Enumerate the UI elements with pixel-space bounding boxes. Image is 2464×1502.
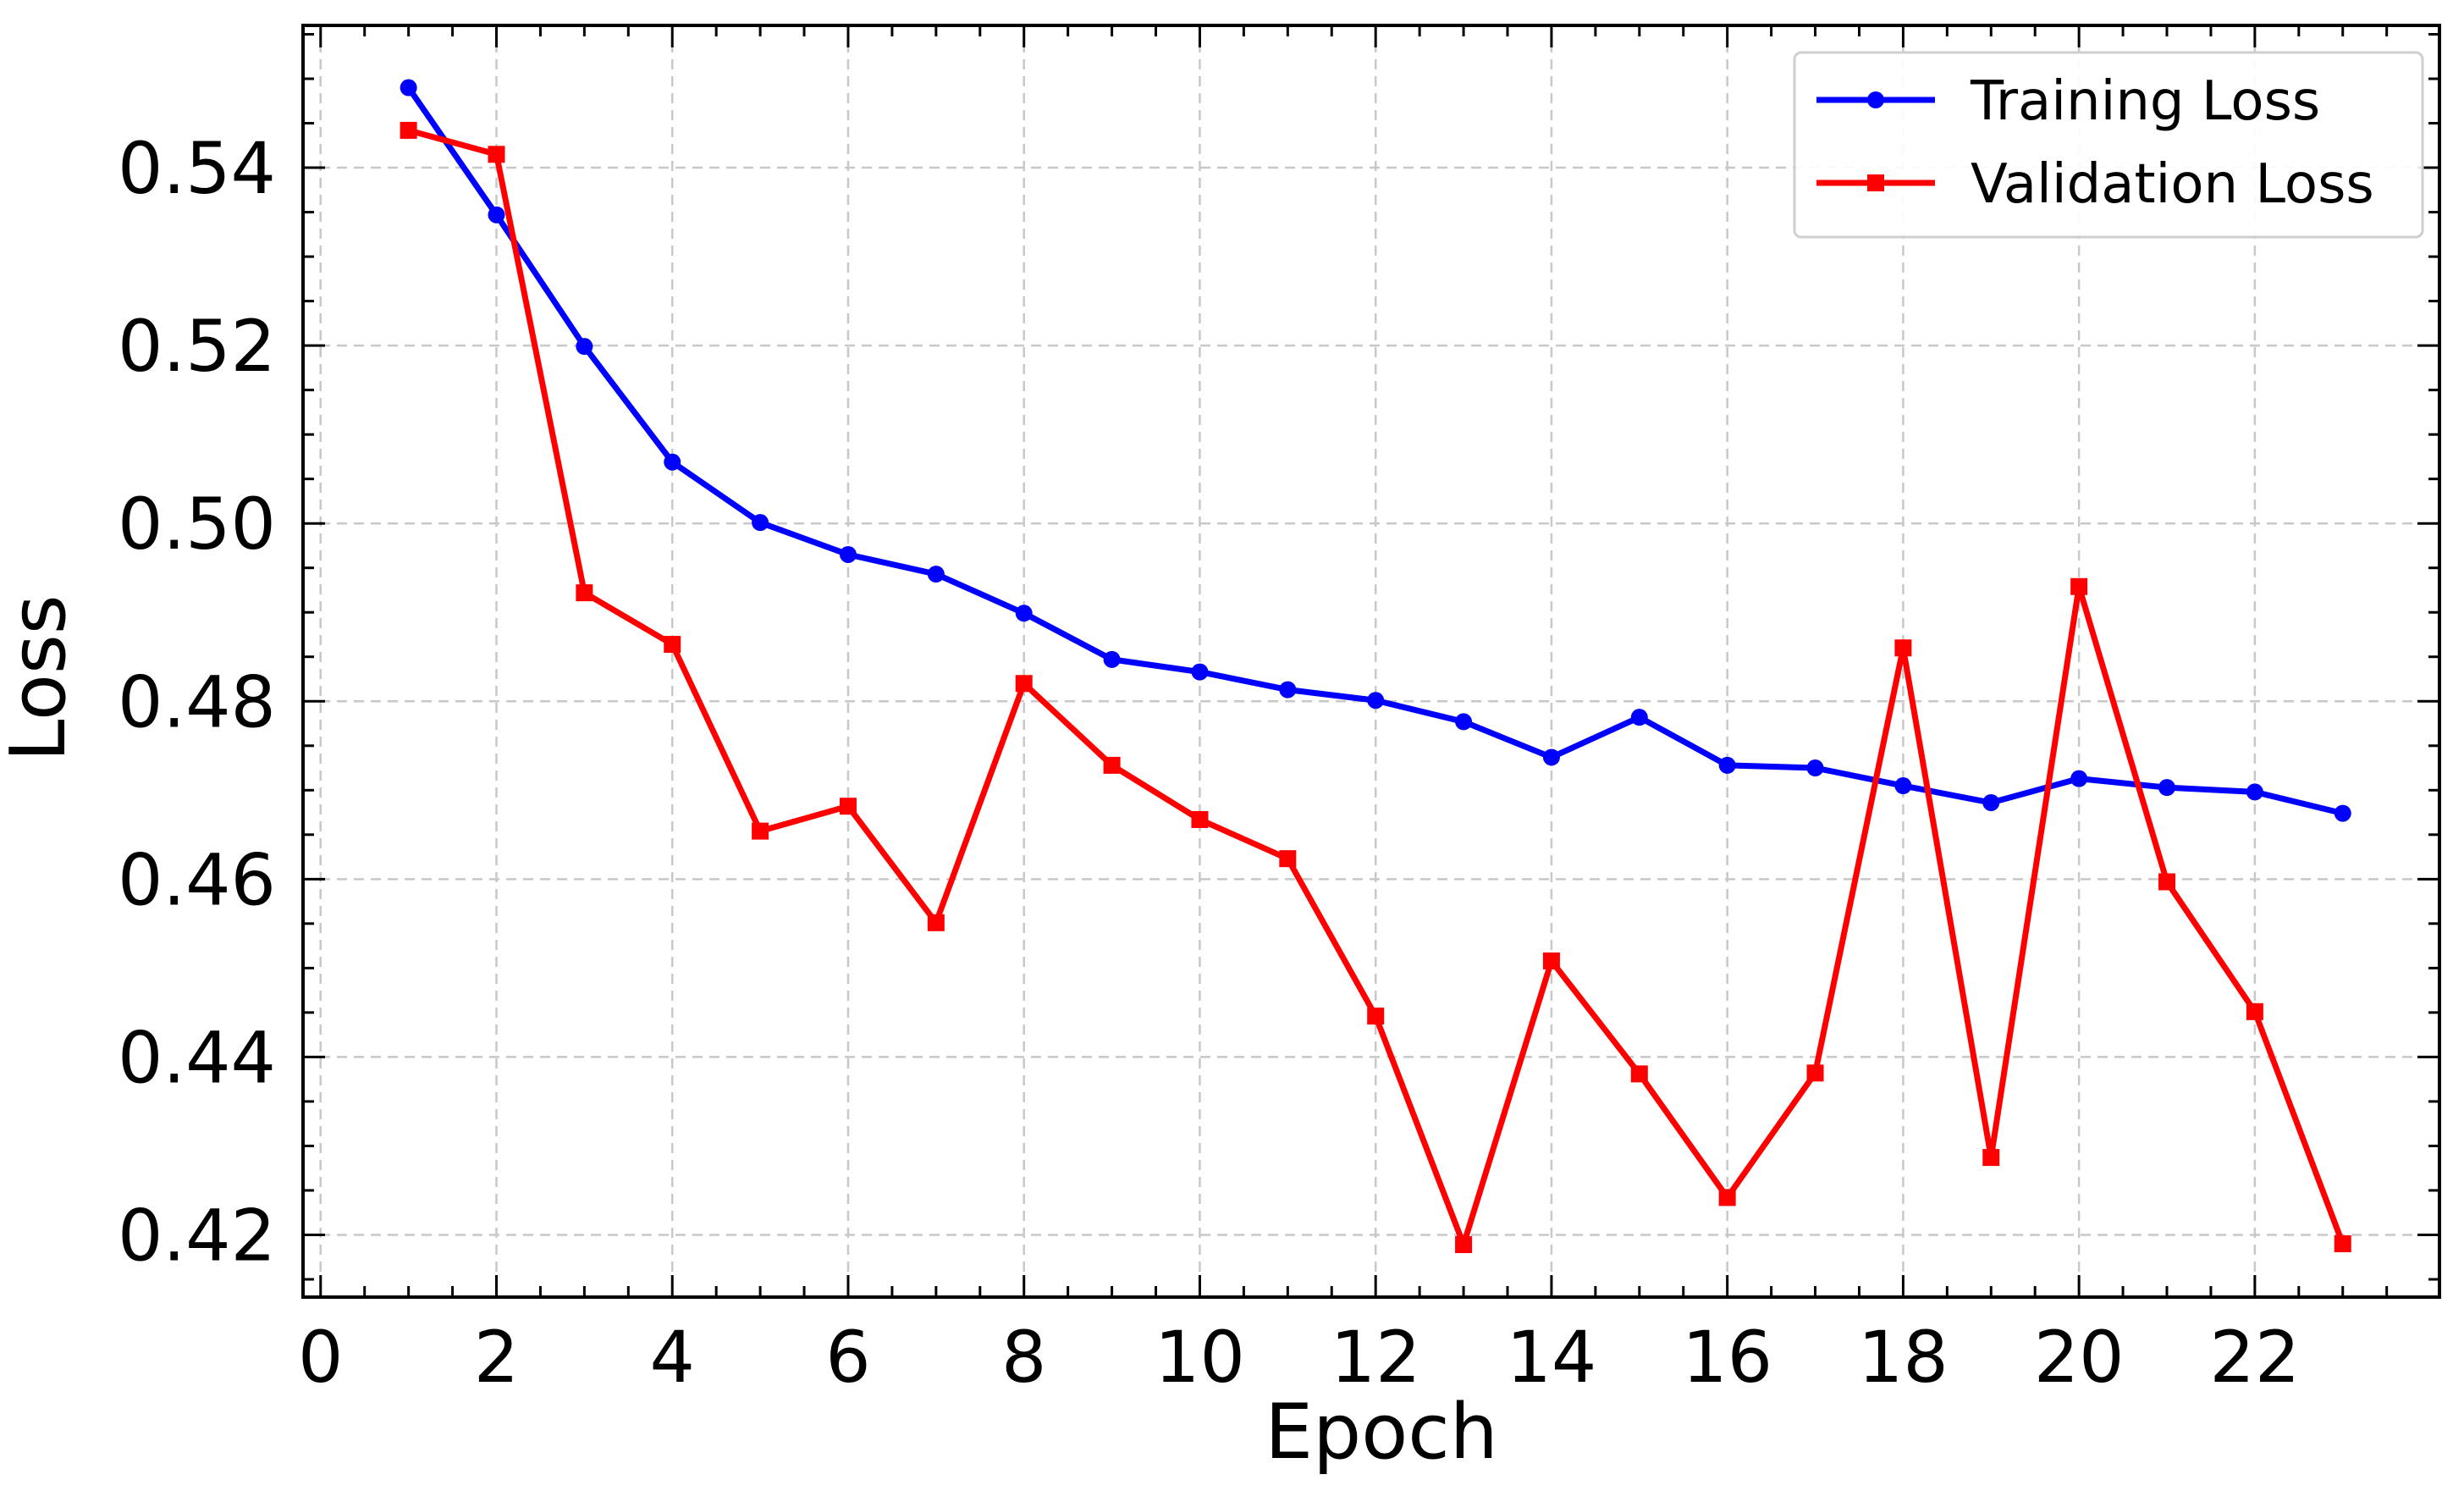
x-tick-label: 8: [1001, 1316, 1046, 1399]
data-point-training-loss: [488, 206, 505, 224]
series-validation-loss: [400, 121, 2351, 1254]
data-point-validation-loss: [1191, 810, 1209, 828]
data-point-training-loss: [1455, 713, 1473, 731]
x-tick-label: 0: [298, 1316, 343, 1399]
data-point-validation-loss: [1279, 850, 1297, 868]
series-training-loss: [400, 79, 2351, 822]
y-tick-label: 0.46: [118, 838, 276, 921]
data-point-validation-loss: [752, 822, 769, 840]
legend-entry-validation-loss: Validation Loss: [1816, 153, 2374, 216]
data-point-validation-loss: [400, 121, 417, 139]
x-tick-label: 20: [2034, 1316, 2125, 1399]
y-tick-label: 0.54: [118, 127, 276, 210]
data-point-validation-loss: [927, 914, 945, 931]
plot-frame: [301, 24, 2441, 1299]
data-point-validation-loss: [1806, 1064, 1824, 1082]
data-point-validation-loss: [1367, 1008, 1385, 1025]
x-tick-label: 14: [1506, 1316, 1596, 1399]
data-point-training-loss: [1630, 709, 1648, 726]
data-point-training-loss: [664, 453, 681, 471]
data-point-training-loss: [1894, 777, 1912, 795]
data-point-training-loss: [400, 79, 417, 97]
data-point-training-loss: [1015, 605, 1033, 622]
x-tick-label: 10: [1155, 1316, 1245, 1399]
x-tick-label: 18: [1858, 1316, 1949, 1399]
legend-label-training-loss: Training Loss: [1970, 70, 2320, 133]
data-point-validation-loss: [1542, 952, 1560, 969]
x-tick-label: 6: [825, 1316, 870, 1399]
data-point-validation-loss: [2070, 577, 2088, 595]
data-point-validation-loss: [1103, 756, 1121, 774]
data-point-training-loss: [1279, 681, 1297, 699]
legend-entry-training-loss: Training Loss: [1816, 70, 2320, 133]
legend: Training Loss Validation Loss: [1793, 51, 2424, 239]
data-point-training-loss: [1718, 756, 1736, 774]
y-tick-labels: 0.42 0.44 0.46 0.48 0.50 0.52 0.54: [118, 127, 276, 1277]
y-tick-label: 0.48: [118, 660, 276, 743]
data-point-validation-loss: [488, 146, 505, 163]
data-point-training-loss: [1103, 650, 1121, 668]
y-tick-label: 0.52: [118, 305, 276, 388]
data-point-validation-loss: [1718, 1189, 1736, 1207]
x-tick-label: 22: [2209, 1316, 2300, 1399]
data-point-validation-loss: [1982, 1149, 2000, 1167]
data-point-validation-loss: [839, 798, 857, 815]
data-point-training-loss: [1367, 692, 1385, 710]
legend-marker-validation-loss: [1867, 174, 1884, 191]
data-point-validation-loss: [2158, 873, 2176, 891]
axis-ticks: [303, 25, 2439, 1297]
y-tick-label: 0.42: [118, 1194, 276, 1277]
legend-marker-training-loss: [1867, 91, 1884, 108]
data-point-training-loss: [752, 514, 769, 532]
x-tick-label: 16: [1682, 1316, 1772, 1399]
data-point-training-loss: [1542, 748, 1560, 766]
y-tick-label: 0.50: [118, 483, 276, 566]
x-tick-labels: 0 2 4 6 8 10 12 14 16 18 20 22: [298, 1316, 2300, 1399]
data-point-training-loss: [1806, 759, 1824, 777]
data-point-training-loss: [2158, 779, 2176, 797]
x-tick-label: 4: [650, 1316, 695, 1399]
data-point-training-loss: [2070, 770, 2088, 787]
data-point-validation-loss: [2334, 1234, 2351, 1252]
legend-label-validation-loss: Validation Loss: [1971, 153, 2374, 216]
y-axis-label: Loss: [0, 594, 83, 761]
data-point-training-loss: [1982, 794, 2000, 812]
data-point-training-loss: [927, 566, 945, 583]
data-point-validation-loss: [576, 584, 593, 602]
series-layer: [400, 79, 2351, 1254]
legend-box: [1793, 51, 2424, 239]
data-point-validation-loss: [1015, 675, 1033, 693]
data-point-validation-loss: [1630, 1065, 1648, 1083]
x-tick-label: 2: [474, 1316, 519, 1399]
x-tick-label: 12: [1331, 1316, 1421, 1399]
x-axis-label: Epoch: [1265, 1388, 1498, 1477]
data-point-training-loss: [839, 545, 857, 563]
data-point-validation-loss: [1455, 1236, 1473, 1254]
data-point-validation-loss: [2246, 1002, 2263, 1020]
data-point-validation-loss: [1894, 639, 1912, 657]
data-point-validation-loss: [664, 636, 681, 654]
data-point-training-loss: [2334, 804, 2351, 822]
data-point-training-loss: [1191, 663, 1209, 681]
y-tick-label: 0.44: [118, 1016, 276, 1099]
data-point-training-loss: [576, 338, 593, 356]
data-point-training-loss: [2246, 783, 2263, 801]
